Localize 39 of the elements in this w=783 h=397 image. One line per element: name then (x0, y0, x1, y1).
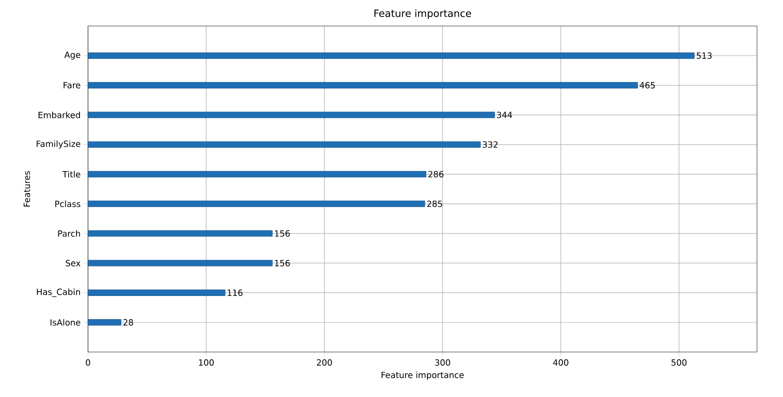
bar (88, 141, 481, 148)
data-label: 344 (496, 112, 512, 118)
y-tick-label: Fare (64, 82, 80, 88)
x-tick-label: 500 (672, 359, 687, 366)
y-tick-label: Embarked (38, 112, 80, 118)
x-tick-label: 300 (435, 359, 450, 366)
y-axis-title: Features (24, 171, 30, 206)
bar (88, 112, 495, 118)
x-tick-label: 100 (199, 359, 214, 366)
y-tick-label: Parch (58, 230, 80, 237)
data-label: 116 (228, 290, 242, 296)
y-tick-label: FamilySize (36, 140, 80, 149)
bar (88, 290, 226, 296)
y-tick-label: Sex (66, 260, 80, 266)
data-label: 28 (123, 319, 134, 326)
data-label: 286 (428, 170, 444, 178)
data-label: 156 (275, 230, 290, 237)
data-label: 465 (640, 82, 655, 88)
bar (88, 319, 122, 326)
y-tick-label: IsAlone (50, 319, 80, 326)
bar (88, 200, 426, 207)
data-label: 332 (482, 141, 498, 148)
bar (88, 260, 273, 266)
x-tick-label: 0 (86, 359, 90, 366)
x-tick-label: 400 (553, 359, 568, 366)
y-tick-label: Has_Cabin (36, 288, 80, 297)
y-tick-label: Title (62, 170, 80, 178)
x-axis-title: Feature importance (382, 372, 464, 380)
bar (88, 171, 426, 178)
x-tick-label: 200 (316, 359, 332, 366)
bar (88, 82, 638, 88)
bar (88, 52, 695, 59)
y-tick-label: Age (64, 52, 80, 60)
data-label: 156 (275, 260, 290, 266)
data-label: 285 (427, 200, 442, 208)
y-tick-label: Pclass (55, 200, 80, 208)
chart-title: Feature importance (374, 9, 472, 19)
data-label: 513 (696, 52, 712, 59)
bar (88, 230, 273, 237)
